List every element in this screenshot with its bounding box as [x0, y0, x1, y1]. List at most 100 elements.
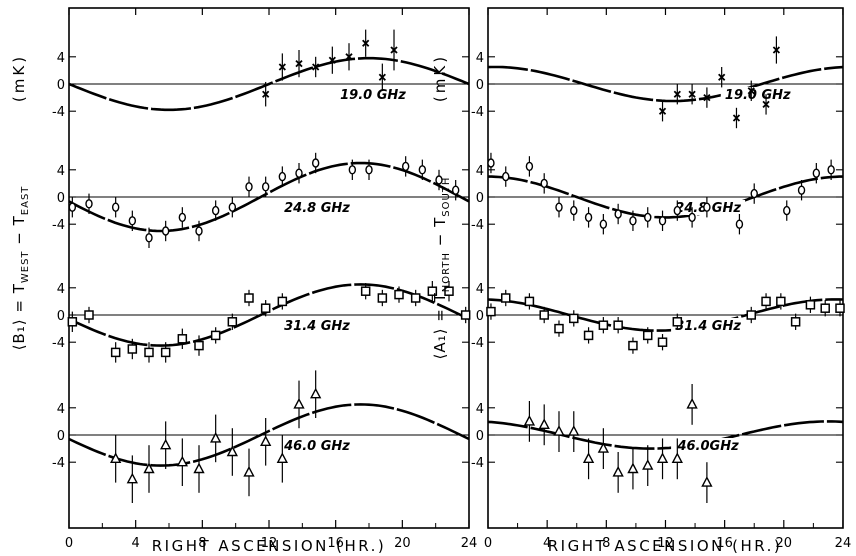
left-freq-label: 19.0 GHz	[340, 88, 406, 103]
left-data-point	[211, 205, 220, 216]
left-data-point	[85, 199, 93, 209]
right-x-tick-label: 4	[543, 536, 551, 551]
left-data-point	[377, 293, 388, 303]
right-data-point	[538, 418, 550, 429]
right-x-tick-label: 8	[602, 536, 610, 551]
right-data-point	[642, 459, 654, 470]
right-data-point	[688, 212, 696, 223]
right-data-point	[486, 306, 496, 317]
left-data-point	[278, 63, 286, 71]
right-data-point	[761, 296, 771, 307]
left-x-tick-label: 20	[394, 536, 411, 551]
left-data-point	[128, 216, 137, 226]
left-freq-label-bg	[336, 87, 411, 102]
left-data-point	[278, 171, 287, 182]
right-panel-frame	[487, 7, 844, 529]
right-y-tick-label: 0	[476, 191, 484, 206]
left-data-point	[260, 303, 271, 313]
right-data-point	[525, 161, 534, 172]
left-data-point	[390, 46, 398, 54]
left-y-tick-label: 0	[57, 309, 65, 324]
left-fit-curve	[68, 56, 470, 112]
right-y-tick-label: 4	[476, 51, 484, 66]
right-data-point	[673, 205, 682, 216]
left-y-title-main: ⟨B₁⟩ = T	[10, 283, 28, 350]
left-data-point	[127, 344, 138, 354]
left-data-point	[160, 347, 171, 358]
right-freq-label: 31.4 GHz	[675, 319, 741, 334]
right-x-tick-label: 16	[716, 536, 733, 551]
right-y-title-sub1: NORTH	[441, 252, 452, 292]
left-data-point	[226, 445, 238, 457]
left-freq-label-bg	[280, 318, 355, 333]
right-data-point	[835, 303, 845, 313]
right-data-point	[553, 425, 565, 436]
right-freq-label: 19.0 GHz	[725, 88, 791, 103]
left-fit-curve	[68, 403, 470, 467]
right-x-tick-label: 24	[835, 536, 852, 551]
left-data-point	[67, 317, 78, 327]
right-x-tick-label: 20	[776, 536, 793, 551]
left-data-point	[444, 286, 454, 296]
right-data-point	[487, 158, 495, 168]
left-x-tick-label: 16	[327, 536, 344, 551]
right-data-point	[701, 476, 713, 487]
right-data-point	[500, 293, 511, 303]
right-y-axis-title: ⟨A₁⟩ = TNORTH − TSOUTH	[431, 177, 452, 360]
right-data-point	[790, 317, 801, 327]
left-y-tick-label: 4	[57, 282, 65, 297]
right-data-point	[539, 310, 549, 320]
right-data-point	[502, 171, 510, 182]
left-data-point	[193, 462, 205, 474]
right-data-point	[599, 219, 608, 229]
left-fit-curve	[68, 161, 470, 233]
right-y-tick-label: -4	[471, 218, 484, 233]
right-y-title-mid: − T	[431, 217, 449, 252]
left-data-point	[68, 202, 77, 212]
left-y-title-sub2: EAST	[20, 186, 31, 216]
right-y-tick-label: 4	[476, 164, 484, 179]
left-data-point	[144, 347, 154, 358]
right-data-point	[628, 340, 638, 351]
right-y-tick-label: 0	[476, 309, 484, 324]
right-freq-label: 46.0GHz	[676, 439, 739, 454]
right-data-point	[644, 212, 652, 223]
left-y-tick-label: -4	[52, 336, 65, 351]
right-data-point	[783, 205, 791, 216]
right-data-point	[597, 442, 610, 453]
left-data-point	[178, 212, 187, 223]
left-data-point	[378, 73, 386, 81]
left-data-point	[345, 53, 353, 61]
left-data-point	[194, 340, 204, 351]
left-y-tick-label: -4	[52, 105, 65, 120]
right-data-point	[672, 317, 683, 327]
left-data-point	[362, 39, 370, 47]
left-data-point	[110, 347, 121, 358]
left-y-tick-label: 4	[57, 402, 65, 417]
right-y-tick-label: -4	[471, 336, 484, 351]
left-data-point	[260, 435, 272, 446]
right-data-point	[629, 216, 637, 226]
right-data-point	[772, 46, 781, 54]
left-y-tick-label: 4	[57, 164, 65, 179]
left-data-point	[328, 56, 336, 64]
right-data-point	[658, 107, 667, 115]
right-data-point	[657, 337, 668, 347]
left-data-point	[295, 59, 303, 68]
right-data-point	[805, 300, 816, 310]
left-data-point	[210, 431, 222, 443]
left-data-point	[195, 226, 203, 236]
left-data-point	[276, 452, 289, 463]
right-data-point	[568, 425, 580, 436]
right-data-point	[673, 90, 681, 98]
svg-text:⟨B₁⟩ = TWEST − TEAST: ⟨B₁⟩ = TWEST − TEAST	[10, 186, 31, 351]
right-data-point	[671, 452, 683, 463]
left-data-point	[160, 438, 172, 450]
left-data-point	[228, 202, 237, 212]
right-y-title-main: ⟨A₁⟩ = T	[431, 292, 449, 359]
left-data-point	[401, 161, 410, 172]
right-data-point	[812, 168, 821, 178]
right-data-point	[658, 216, 667, 226]
left-data-point	[277, 296, 288, 307]
